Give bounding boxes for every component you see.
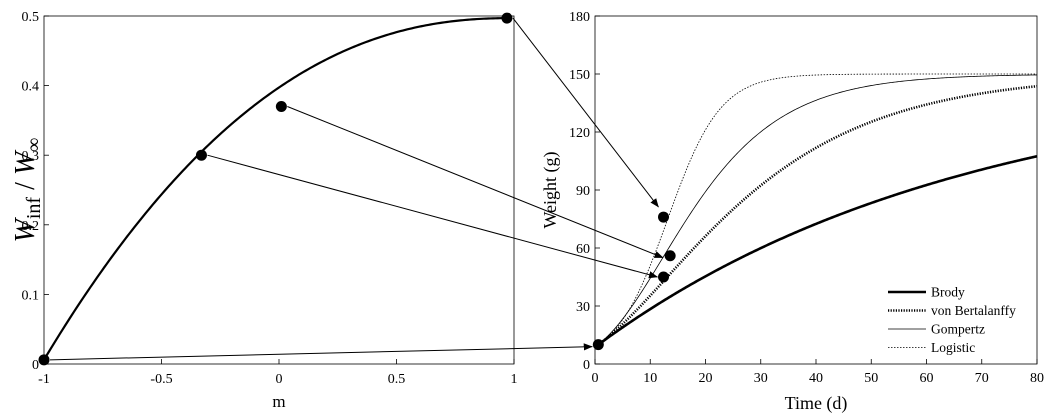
- legend-label: Brody: [931, 285, 965, 300]
- left-point: [195, 149, 207, 161]
- left-x-tick-label: -1: [38, 372, 50, 387]
- left-axes-frame: [43, 15, 515, 365]
- right-x-tick-label: 70: [975, 371, 989, 386]
- left-x-axis-label: m: [272, 392, 285, 411]
- right-y-axis-label: Weight (g): [540, 151, 561, 228]
- left-y-tick-label: 0.3: [22, 149, 40, 164]
- left-y-tick-label: 0: [32, 358, 39, 373]
- series-line-bertalanffy: [597, 84, 1038, 346]
- legend-label: Gompertz: [931, 322, 985, 337]
- left-x-tick-label: -0.5: [150, 372, 172, 387]
- right-x-tick-label: 40: [809, 371, 823, 386]
- right-x-tick-label: 20: [699, 371, 713, 386]
- right-y-tick-label: 60: [576, 242, 590, 257]
- left-y-axis-label: Winf / W∞: [10, 138, 45, 243]
- right-point: [592, 339, 604, 351]
- connector-arrow: [207, 154, 658, 279]
- left-y-tick-label: 0.4: [22, 80, 40, 95]
- left-points: [38, 12, 513, 366]
- connector-arrow: [512, 17, 659, 208]
- left-y-ticks: 0 0.1 0.2 0.3 0.4 0.5: [22, 10, 49, 373]
- left-y-tick-label: 0.1: [22, 288, 40, 303]
- left-curve: [43, 17, 507, 361]
- right-point: [658, 211, 670, 223]
- right-x-tick-label: 0: [592, 371, 599, 386]
- right-y-tick-label: 0: [583, 358, 590, 373]
- right-y-tick-label: 30: [576, 300, 590, 315]
- series-line-logistic: [598, 73, 1037, 345]
- left-point: [38, 354, 50, 366]
- legend-label: von Bertalanffy: [931, 303, 1016, 318]
- right-point: [658, 271, 670, 283]
- left-y-tick-label: 0.2: [22, 219, 40, 234]
- left-x-tick-label: 0.5: [388, 372, 406, 387]
- right-point: [664, 250, 676, 262]
- left-x-tick-label: 0: [276, 372, 283, 387]
- left-panel: -1 -0.5 0 0.5 1 0 0.1 0.2 0.3 0.4 0.5 m Winf / W∞: [10, 10, 518, 411]
- right-y-tick-label: 120: [569, 126, 590, 141]
- right-x-ticks: 0 10 20 30 40 50 60 70 80: [592, 359, 1044, 386]
- right-y-tick-label: 150: [569, 68, 590, 83]
- series-line-brody: [597, 154, 1038, 346]
- right-x-tick-label: 50: [864, 371, 878, 386]
- right-panel: 0 10 20 30 40 50 60 70 80 0 30 60 90 120 150 180 Time …: [540, 10, 1044, 414]
- left-x-ticks: -1 -0.5 0 0.5 1: [38, 359, 518, 387]
- connector-arrow: [287, 106, 664, 259]
- series-line-gompertz: [598, 74, 1038, 345]
- legend: Brody von Bertalanffy Gompertz Logistic: [888, 285, 1016, 355]
- right-x-axis-label: Time (d): [785, 393, 848, 414]
- connector-arrow: [49, 343, 593, 361]
- right-series: [597, 73, 1038, 346]
- right-y-ticks: 0 30 60 90 120 150 180: [569, 10, 600, 373]
- left-point: [275, 100, 287, 112]
- connector-arrows: [49, 17, 664, 361]
- left-point: [501, 12, 513, 24]
- right-x-tick-label: 30: [754, 371, 768, 386]
- right-y-tick-label: 180: [569, 10, 590, 25]
- legend-label: Logistic: [931, 340, 975, 355]
- right-x-tick-label: 60: [920, 371, 934, 386]
- right-x-tick-label: 80: [1030, 371, 1044, 386]
- left-x-tick-label: 1: [511, 372, 518, 387]
- right-points: [592, 211, 676, 351]
- left-y-tick-label: 0.5: [22, 10, 40, 25]
- right-y-tick-label: 90: [576, 184, 590, 199]
- right-x-tick-label: 10: [643, 371, 657, 386]
